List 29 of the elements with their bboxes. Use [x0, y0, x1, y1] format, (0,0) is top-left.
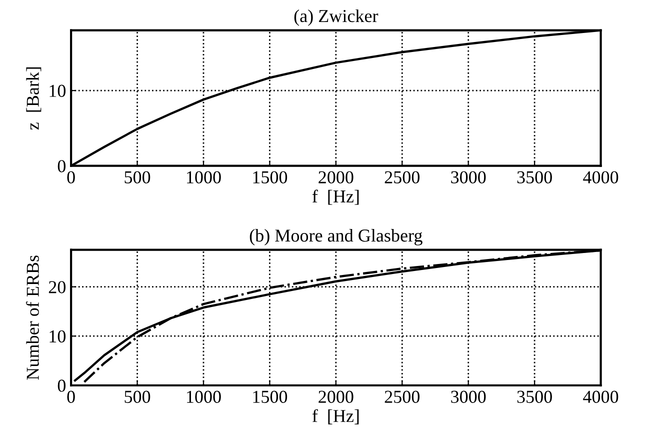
x-tick-label: 1000: [187, 390, 221, 403]
y-tick-label: 0: [58, 160, 66, 172]
x-tick-label: 1500: [253, 390, 288, 403]
x-tick-label: 3500: [517, 390, 552, 403]
y-tick-label: 10: [50, 84, 66, 97]
x-tick-label: 3500: [517, 171, 552, 184]
x-tick-label: 1000: [187, 171, 221, 184]
x-tick-label: 3000: [451, 390, 486, 403]
chart-title: (a) Zwicker: [294, 9, 378, 26]
x-tick-label: 2000: [318, 171, 354, 184]
y-tick-label: 10: [50, 330, 66, 343]
y-tick-label: 20: [48, 281, 66, 294]
x-tick-label: 500: [124, 390, 150, 403]
y-axis-title: Number of ERBs: [26, 256, 39, 380]
y-tick-label: 0: [58, 380, 66, 392]
x-axis-title: f [Hz]: [312, 409, 359, 424]
x-tick-label: 0: [67, 171, 75, 184]
x-axis-title: f [Hz]: [312, 190, 359, 205]
x-tick-label: 2000: [318, 390, 354, 403]
x-tick-label: 1500: [253, 171, 288, 184]
x-tick-label: 4000: [583, 171, 618, 184]
x-tick-label: 0: [67, 390, 75, 403]
x-tick-label: 2500: [384, 171, 420, 184]
y-axis-title: z [Bark]: [26, 67, 42, 130]
x-tick-label: 4000: [583, 390, 618, 403]
chart-title: (b) Moore and Glasberg: [250, 228, 422, 246]
x-tick-label: 500: [124, 171, 150, 184]
x-tick-label: 2500: [384, 390, 420, 403]
x-tick-label: 3000: [451, 171, 486, 184]
